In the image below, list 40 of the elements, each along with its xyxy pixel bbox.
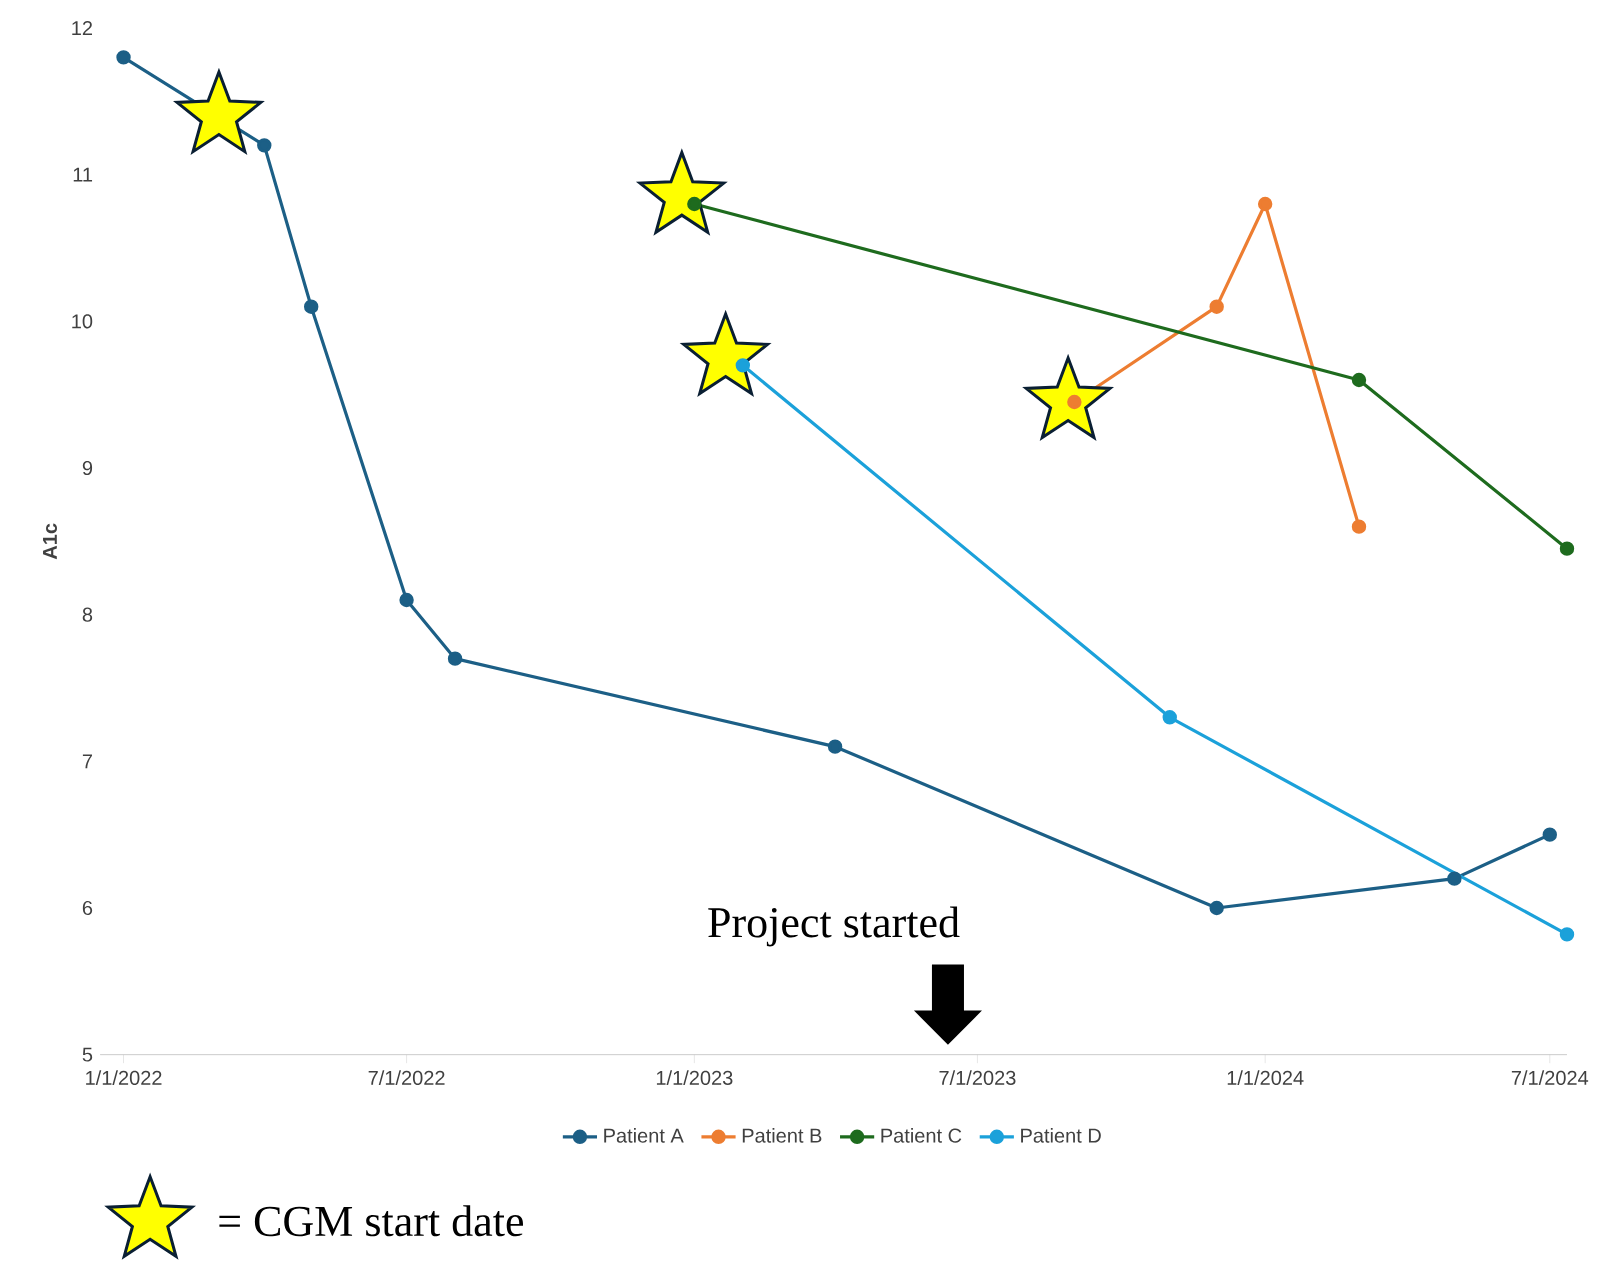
y-tick-label: 9: [82, 461, 93, 476]
y-tick-label: 5: [82, 1047, 93, 1062]
y-tick-label: 8: [82, 607, 93, 622]
point: [1542, 827, 1557, 842]
point: [1447, 871, 1462, 886]
point: [447, 651, 463, 666]
point: [1559, 927, 1575, 942]
point: [1209, 299, 1224, 314]
point: [399, 592, 414, 608]
legend-label: = CGM start date: [219, 1205, 523, 1237]
point: [116, 50, 131, 65]
legend-label: Patient C: [881, 1128, 962, 1143]
point: [1257, 196, 1273, 212]
x-tick-label: 1/1/2023: [656, 1070, 733, 1086]
point: [304, 299, 319, 314]
y-axis-title: A1c: [43, 523, 57, 560]
point: [1209, 900, 1224, 916]
x-tick-label: 1/1/2022: [86, 1070, 162, 1086]
legend-label: Patient B: [742, 1128, 822, 1143]
point: [1351, 519, 1367, 534]
y-tick-label: 6: [82, 901, 93, 916]
y-tick-label: 11: [73, 167, 93, 182]
x-tick-label: 1/1/2024: [1227, 1070, 1304, 1086]
point: [687, 196, 702, 212]
point: [1067, 394, 1082, 410]
point: [1559, 541, 1575, 556]
y-tick-label: 10: [72, 314, 93, 329]
x-tick-label: 7/1/2024: [1511, 1070, 1589, 1086]
point: [827, 739, 843, 754]
point: [1162, 710, 1177, 725]
point: [1351, 372, 1367, 388]
x-tick-label: 7/1/2023: [939, 1070, 1016, 1086]
x-tick-label: 7/1/2022: [368, 1070, 445, 1086]
legend-label: Patient D: [1021, 1128, 1101, 1143]
y-tick-label: 12: [72, 21, 93, 36]
y-tick-label: 7: [82, 754, 93, 769]
legend-label: Patient A: [604, 1128, 684, 1143]
point: [257, 138, 272, 153]
annotation: Project started: [708, 906, 960, 947]
point: [735, 358, 751, 373]
